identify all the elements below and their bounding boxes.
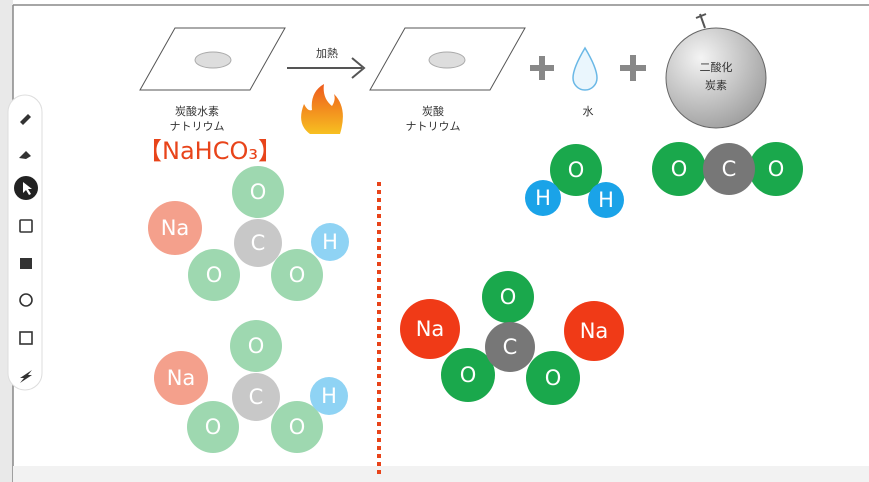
atom-label: O — [205, 415, 222, 439]
atom — [154, 351, 208, 405]
atom — [550, 144, 602, 196]
atom — [230, 320, 282, 372]
atom-label: Na — [167, 366, 196, 390]
label: 水 — [583, 105, 594, 118]
atom-label: O — [460, 363, 477, 387]
plus-signs — [530, 55, 646, 81]
atom-label: O — [671, 157, 688, 181]
text-tool[interactable] — [19, 331, 33, 345]
atom-label: H — [535, 186, 551, 210]
powder — [428, 51, 466, 69]
atom-label: C — [249, 385, 264, 409]
atom — [441, 348, 495, 402]
water-drop — [572, 46, 598, 91]
atom-label: H — [321, 384, 337, 408]
atom — [271, 249, 323, 301]
note-tool[interactable] — [19, 219, 33, 233]
atom-label: O — [768, 157, 785, 181]
atom-label: H — [322, 230, 338, 254]
atom — [482, 271, 534, 323]
shape-tool[interactable] — [19, 293, 33, 307]
atom — [148, 201, 202, 255]
label: ナトリウム — [406, 120, 461, 133]
atom-label: C — [251, 231, 266, 255]
atom — [749, 142, 803, 196]
more-tool[interactable] — [20, 370, 32, 383]
powder — [194, 51, 232, 69]
select-icon — [23, 182, 32, 195]
toolbar-bg — [7, 94, 43, 391]
formula: 【NaHCO₃】 — [138, 137, 282, 165]
atom-label: O — [289, 263, 306, 287]
atom — [271, 401, 323, 453]
toolbar — [7, 94, 43, 391]
atom — [588, 182, 624, 218]
label: ナトリウム — [170, 120, 225, 133]
atom-label: O — [545, 366, 562, 390]
atom — [703, 143, 755, 195]
eraser-tool[interactable] — [19, 151, 31, 159]
atom — [485, 322, 535, 372]
atom — [310, 377, 348, 415]
balloon-knot — [695, 13, 707, 29]
label: 二酸化 — [700, 60, 733, 74]
image-tool[interactable] — [20, 258, 32, 269]
atom-label: C — [722, 157, 737, 181]
balloon — [665, 27, 767, 129]
atom-label: O — [206, 263, 223, 287]
atom — [188, 249, 240, 301]
arrow-head — [351, 57, 366, 79]
atom — [234, 219, 282, 267]
atom-label: Na — [161, 216, 190, 240]
atom — [652, 142, 706, 196]
atom-label: Na — [416, 317, 445, 341]
atom — [400, 299, 460, 359]
flame — [301, 84, 343, 134]
atom-label: H — [598, 188, 614, 212]
label: 炭素 — [705, 79, 727, 92]
atom — [311, 223, 349, 261]
atom-label: O — [568, 158, 585, 182]
atom — [232, 373, 280, 421]
pen-tool[interactable] — [20, 114, 31, 125]
atom-label: O — [500, 285, 517, 309]
atom-label: C — [503, 335, 518, 359]
atom-label: Na — [580, 319, 609, 343]
atom — [232, 166, 284, 218]
atom-label: O — [248, 334, 265, 358]
atom — [525, 180, 561, 216]
atom — [526, 351, 580, 405]
bottom-bar — [13, 466, 869, 482]
label: 加熱 — [316, 47, 338, 60]
atom — [187, 401, 239, 453]
atom-label: O — [289, 415, 306, 439]
atom — [564, 301, 624, 361]
label: 炭酸水素 — [175, 104, 219, 118]
label: 炭酸 — [422, 104, 444, 118]
atom-label: O — [250, 180, 267, 204]
